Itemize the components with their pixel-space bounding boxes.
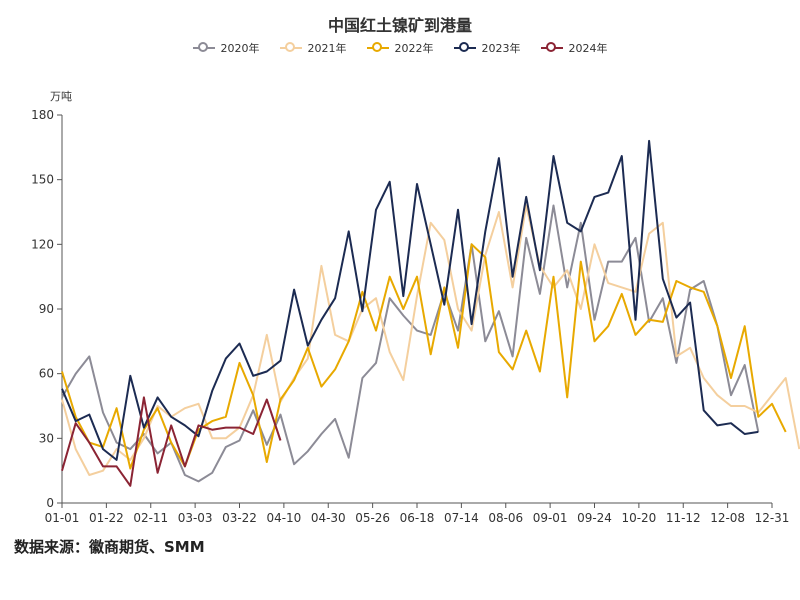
legend-swatch-icon bbox=[540, 42, 563, 54]
legend-item[interactable]: 2021年 bbox=[279, 40, 347, 56]
y-axis-unit-label: 万吨 bbox=[50, 90, 72, 103]
x-tick-label: 03-22 bbox=[222, 511, 257, 525]
y-tick-label: 30 bbox=[39, 431, 54, 445]
series-line-0 bbox=[61, 204, 760, 483]
legend-swatch-icon bbox=[453, 42, 476, 54]
x-tick-label: 08-06 bbox=[488, 511, 523, 525]
y-tick-label: 60 bbox=[39, 367, 54, 381]
y-tick-label: 0 bbox=[46, 496, 54, 510]
y-tick-label: 120 bbox=[31, 237, 54, 251]
y-tick-label: 90 bbox=[39, 302, 54, 316]
legend-swatch-icon bbox=[192, 42, 215, 54]
series-line-1 bbox=[61, 204, 800, 476]
legend-label: 2024年 bbox=[568, 42, 608, 55]
series-line-3 bbox=[61, 139, 759, 461]
x-tick-label: 12-31 bbox=[755, 511, 790, 525]
x-tick-label: 04-30 bbox=[311, 511, 346, 525]
y-tick-label: 180 bbox=[31, 108, 54, 122]
x-tick-label: 03-03 bbox=[178, 511, 213, 525]
legend-label: 2023年 bbox=[481, 42, 521, 55]
legend-item[interactable]: 2024年 bbox=[540, 40, 608, 56]
legend-label: 2020年 bbox=[220, 42, 260, 55]
x-tick-label: 06-18 bbox=[400, 511, 435, 525]
x-tick-label: 04-10 bbox=[266, 511, 301, 525]
x-tick-label: 11-12 bbox=[666, 511, 701, 525]
x-tick-label: 09-24 bbox=[577, 511, 612, 525]
x-tick-label: 10-20 bbox=[621, 511, 656, 525]
x-tick-label: 01-01 bbox=[45, 511, 80, 525]
legend-item[interactable]: 2020年 bbox=[192, 40, 260, 56]
legend-label: 2021年 bbox=[307, 42, 347, 55]
x-tick-label: 07-14 bbox=[444, 511, 479, 525]
source-note: 数据来源：徽商期货、SMM bbox=[14, 538, 205, 556]
legend: 2020年 2021年 2022年 2023年 2024年 bbox=[0, 40, 800, 56]
x-tick-label: 05-26 bbox=[355, 511, 390, 525]
y-tick-label: 150 bbox=[31, 173, 54, 187]
legend-item[interactable]: 2022年 bbox=[366, 40, 434, 56]
legend-swatch-icon bbox=[279, 42, 302, 54]
chart-title: 中国红土镍矿到港量 bbox=[327, 16, 472, 35]
x-tick-label: 01-22 bbox=[89, 511, 124, 525]
x-tick-label: 09-01 bbox=[533, 511, 568, 525]
legend-item[interactable]: 2023年 bbox=[453, 40, 521, 56]
legend-swatch-icon bbox=[366, 42, 389, 54]
x-tick-label: 12-08 bbox=[710, 511, 745, 525]
x-tick-label: 02-11 bbox=[133, 511, 168, 525]
series-line-4 bbox=[61, 396, 282, 487]
legend-label: 2022年 bbox=[394, 42, 434, 55]
